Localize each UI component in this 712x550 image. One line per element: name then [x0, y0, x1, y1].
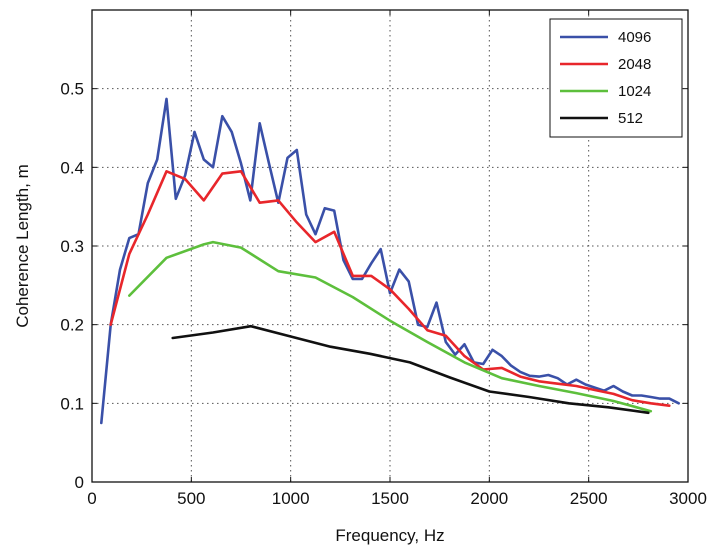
x-tick-label: 0: [87, 489, 96, 508]
x-axis-label: Frequency, Hz: [335, 526, 444, 545]
y-axis-label: Coherence Length, m: [13, 164, 32, 328]
series-line-2048: [109, 170, 671, 408]
y-tick-label: 0.4: [60, 158, 84, 177]
y-tick-label: 0.3: [60, 237, 84, 256]
y-tick-label: 0: [75, 473, 84, 492]
series-line-1024: [128, 240, 653, 413]
x-tick-label: 500: [177, 489, 205, 508]
y-tick-label: 0.5: [60, 80, 84, 99]
grid: [92, 10, 688, 482]
x-tick-label: 3000: [669, 489, 707, 508]
x-tick-label: 1500: [371, 489, 409, 508]
legend-label-2048: 2048: [618, 56, 651, 73]
series-line-512: [171, 324, 650, 415]
legend-label-512: 512: [618, 110, 643, 127]
y-tick-label: 0.2: [60, 316, 84, 335]
axis-ticks: 0 500 1000 1500 2000 2500 3000 0 0.1 0.2 0.3 0.4 0.5: [60, 10, 707, 508]
series-group: [100, 97, 681, 425]
y-tick-label: 0.1: [60, 394, 84, 413]
series-line-4096: [100, 97, 681, 425]
legend: 4096 2048 1024 512: [549, 18, 683, 138]
x-tick-label: 2000: [470, 489, 508, 508]
x-tick-label: 1000: [272, 489, 310, 508]
legend-label-4096: 4096: [618, 29, 651, 46]
x-tick-label: 2500: [570, 489, 608, 508]
legend-label-1024: 1024: [618, 83, 651, 100]
